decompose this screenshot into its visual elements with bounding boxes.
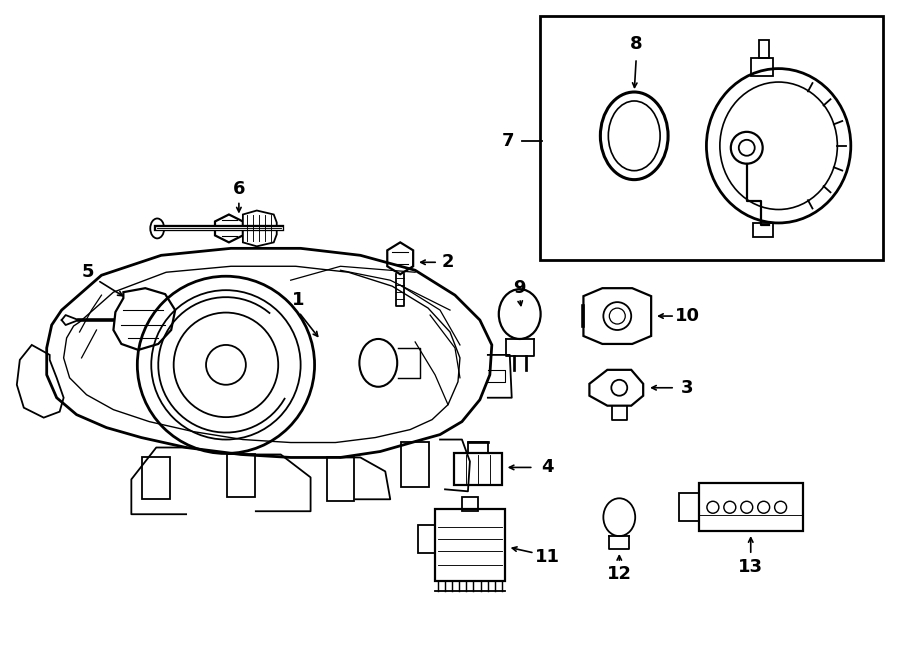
Bar [401,442,429,487]
Bar [759,40,769,58]
Text: 8: 8 [630,35,643,53]
Text: 1: 1 [292,291,305,309]
Text: 4: 4 [541,459,554,477]
Text: 3: 3 [680,379,693,397]
Bar [327,457,355,501]
Text: 13: 13 [738,558,763,576]
Polygon shape [243,210,276,247]
Bar [227,455,255,497]
Bar [454,453,502,485]
Bar [540,17,883,260]
Text: 5: 5 [81,263,94,281]
Bar [752,223,772,237]
Text: 12: 12 [607,565,632,583]
Bar [462,497,478,511]
Text: 10: 10 [674,307,699,325]
Polygon shape [215,214,243,243]
Text: 2: 2 [442,253,454,271]
Text: 9: 9 [514,279,526,297]
Bar [751,58,772,76]
Bar [699,483,803,531]
Bar [679,493,699,521]
Text: 7: 7 [501,132,514,150]
Text: 11: 11 [536,548,560,566]
Bar [435,509,505,581]
Ellipse shape [150,219,164,239]
Bar [142,457,170,499]
Text: 6: 6 [232,180,245,198]
Bar [418,525,435,553]
